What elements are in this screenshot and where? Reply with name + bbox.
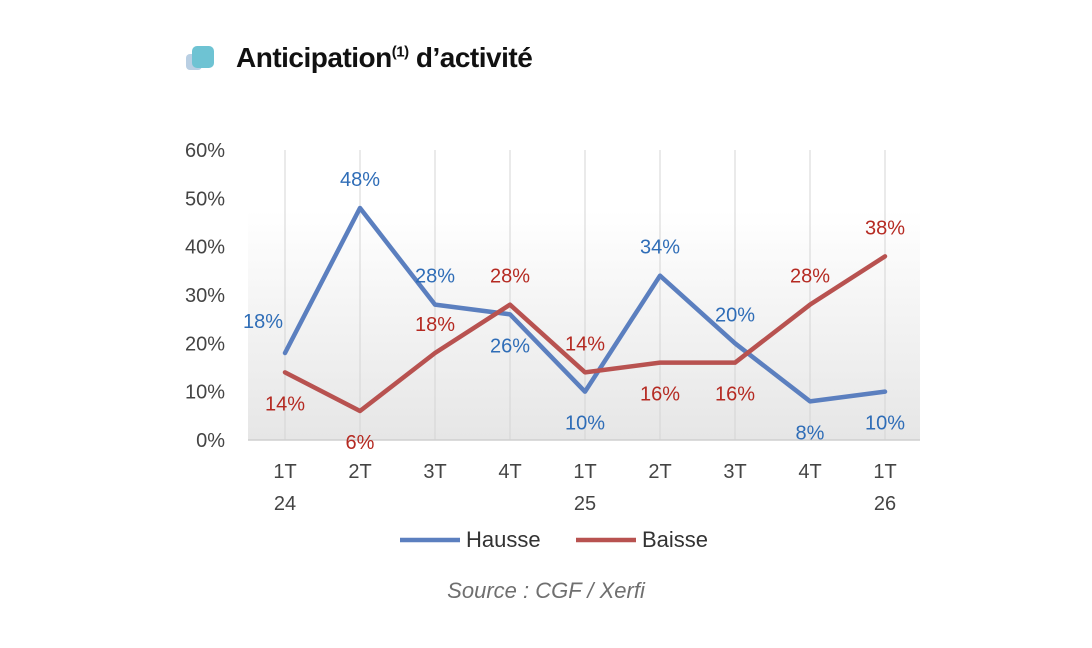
data-label: 10% [865, 413, 905, 435]
legend-item-baisse: Baisse [576, 527, 708, 552]
data-label: 8% [796, 422, 825, 444]
title-text: Anticipation(1) d’activité [236, 42, 533, 73]
data-label: 48% [340, 169, 380, 191]
x-tick-label: 3T [423, 461, 446, 483]
legend-item-hausse: Hausse [400, 527, 541, 552]
legend-label: Hausse [466, 527, 541, 552]
x-tick-label: 4T [798, 461, 821, 483]
y-tick-label: 20% [185, 333, 225, 355]
data-label: 16% [715, 384, 755, 406]
data-label: 38% [865, 217, 905, 239]
data-label: 10% [565, 413, 605, 435]
series-line-baisse [282, 254, 888, 414]
y-tick-label: 0% [196, 430, 225, 452]
data-label: 28% [790, 266, 830, 288]
series-line-hausse [282, 205, 888, 404]
data-label: 16% [640, 384, 680, 406]
data-label: 14% [265, 393, 305, 415]
legend-label: Baisse [642, 527, 708, 552]
source-note: Source : CGF / Xerfi [447, 578, 645, 603]
y-tick-label: 60% [185, 140, 225, 162]
data-label: 28% [415, 266, 455, 288]
data-label: 18% [415, 314, 455, 336]
data-label: 20% [715, 304, 755, 326]
x-tick-label: 1T 24 [273, 461, 296, 515]
data-label: 28% [490, 266, 530, 288]
data-label: 34% [640, 237, 680, 259]
y-tick-label: 10% [185, 382, 225, 404]
stacked-squares-icon [186, 42, 218, 74]
data-label: 26% [490, 335, 530, 357]
data-label: 6% [346, 432, 375, 454]
data-label: 18% [243, 311, 283, 333]
x-tick-label: 4T [498, 461, 521, 483]
y-tick-label: 30% [185, 285, 225, 307]
x-tick-label: 2T [348, 461, 371, 483]
data-label: 14% [565, 333, 605, 355]
y-tick-label: 50% [185, 188, 225, 210]
x-tick-label: 2T [648, 461, 671, 483]
x-tick-label: 1T 25 [573, 461, 596, 515]
x-tick-label: 1T 26 [873, 461, 896, 515]
y-tick-label: 40% [185, 237, 225, 259]
chart-title: Anticipation(1) d’activité [186, 38, 533, 78]
x-tick-label: 3T [723, 461, 746, 483]
